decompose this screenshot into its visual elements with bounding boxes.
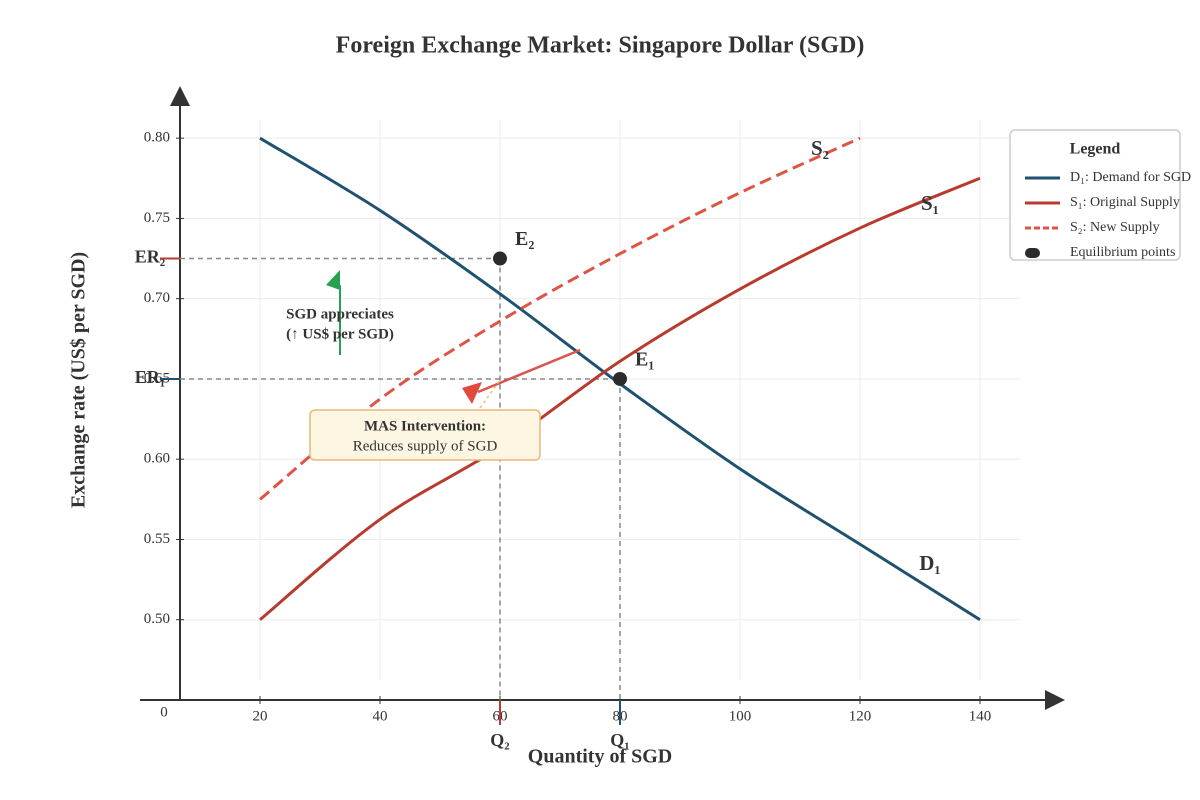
y-axis-label: Exchange rate (US$ per SGD)	[68, 252, 90, 508]
x-marker-label: Q₁	[610, 730, 629, 750]
curve-label: S₁	[921, 191, 939, 215]
legend-swatch	[1025, 248, 1040, 258]
legend-label: S₁: Original Supply	[1070, 195, 1180, 210]
y-tick-label: 0.60	[144, 451, 170, 467]
intervention-arrow	[477, 348, 581, 394]
appreciation-arrowhead	[326, 270, 340, 290]
legend-label: S₂: New Supply	[1070, 220, 1160, 235]
chart-title: Foreign Exchange Market: Singapore Dolla…	[336, 33, 865, 59]
intervention-arrowhead	[462, 382, 482, 404]
legend-label: D₁: Demand for SGD	[1070, 170, 1191, 185]
x-axis-label: Quantity of SGD	[528, 746, 672, 768]
x-tick-label: 140	[969, 708, 992, 724]
y-tick-label: 0.75	[144, 210, 170, 226]
curve-label: D₁	[919, 551, 940, 575]
x-tick-label: 100	[729, 708, 752, 724]
x-tick-label: 120	[849, 708, 872, 724]
y-tick-label: 0.50	[144, 611, 170, 627]
point-label: E₁	[635, 349, 654, 371]
y-tick-label: 0.55	[144, 531, 170, 547]
x-marker-label: Q₂	[490, 730, 509, 750]
legend-label: Equilibrium points	[1070, 245, 1175, 260]
intervention-box	[309, 409, 541, 461]
intervention-note: MAS Intervention:	[364, 418, 486, 434]
origin-label: 0	[160, 704, 168, 720]
point-label: E₂	[515, 228, 534, 250]
equilibrium-point	[613, 371, 627, 386]
x-tick-label: 20	[253, 708, 268, 724]
y-marker-label: ER₂	[135, 247, 165, 267]
intervention-note: Reduces supply of SGD	[353, 438, 498, 454]
y-tick-label: 0.80	[144, 130, 170, 146]
y-tick-label: 0.65	[144, 370, 170, 386]
x-tick-label: 40	[373, 708, 388, 724]
equilibrium-point	[493, 251, 507, 266]
legend-title: Legend	[1070, 141, 1121, 158]
appreciation-note: SGD appreciates	[286, 306, 394, 322]
y-marker-label: ER₁	[135, 367, 165, 387]
curve	[259, 176, 981, 621]
y-tick-label: 0.70	[144, 290, 170, 306]
curve-label: S₂	[811, 136, 829, 160]
appreciation-note: (↑ US$ per SGD)	[286, 326, 394, 342]
